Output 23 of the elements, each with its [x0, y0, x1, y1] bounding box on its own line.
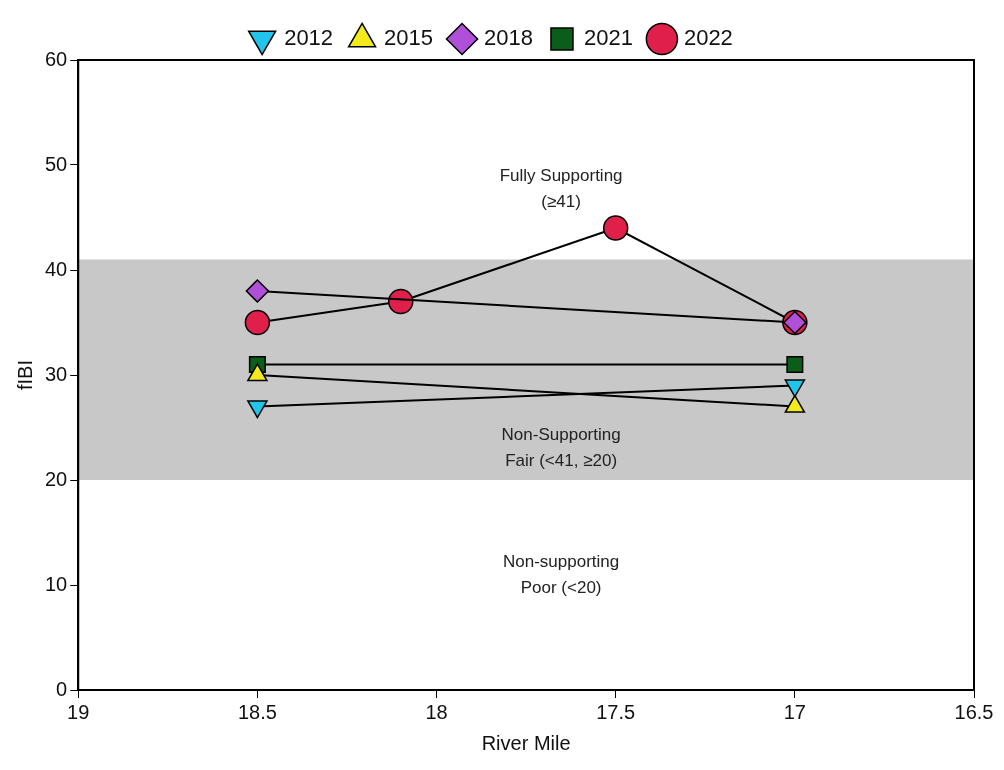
legend-label: 2022 — [683, 25, 733, 51]
y-tick-label: 40 — [45, 257, 68, 280]
x-tick-label: 17 — [783, 700, 806, 723]
x-tick-label: 19 — [67, 700, 90, 723]
x-axis-title: River Mile — [481, 731, 571, 754]
y-tick-label: 60 — [45, 47, 68, 70]
legend-label: 2018 — [484, 25, 533, 51]
x-tick-label: 16.5 — [954, 700, 994, 723]
y-tick-label: 50 — [45, 152, 68, 175]
annotation: Fully Supporting (≥41) — [499, 166, 623, 212]
legend-label: 2012 — [284, 25, 334, 51]
x-tick-label: 18 — [425, 700, 448, 723]
legend-label: 2015 — [384, 25, 434, 51]
y-tick-label: 10 — [45, 572, 68, 595]
annotation: Non-supporting Poor (<20) — [503, 551, 620, 597]
y-tick-label: 0 — [56, 677, 68, 700]
y-tick-label: 30 — [45, 362, 68, 385]
x-tick-label: 18.5 — [237, 700, 277, 723]
y-tick-label: 20 — [45, 467, 68, 490]
x-tick-label: 17.5 — [596, 700, 636, 723]
band-label: Non-Supporting Fair (<41, ≥20) — [501, 424, 621, 470]
legend-label: 2021 — [583, 25, 633, 51]
y-axis-title: fIBI — [13, 359, 36, 391]
